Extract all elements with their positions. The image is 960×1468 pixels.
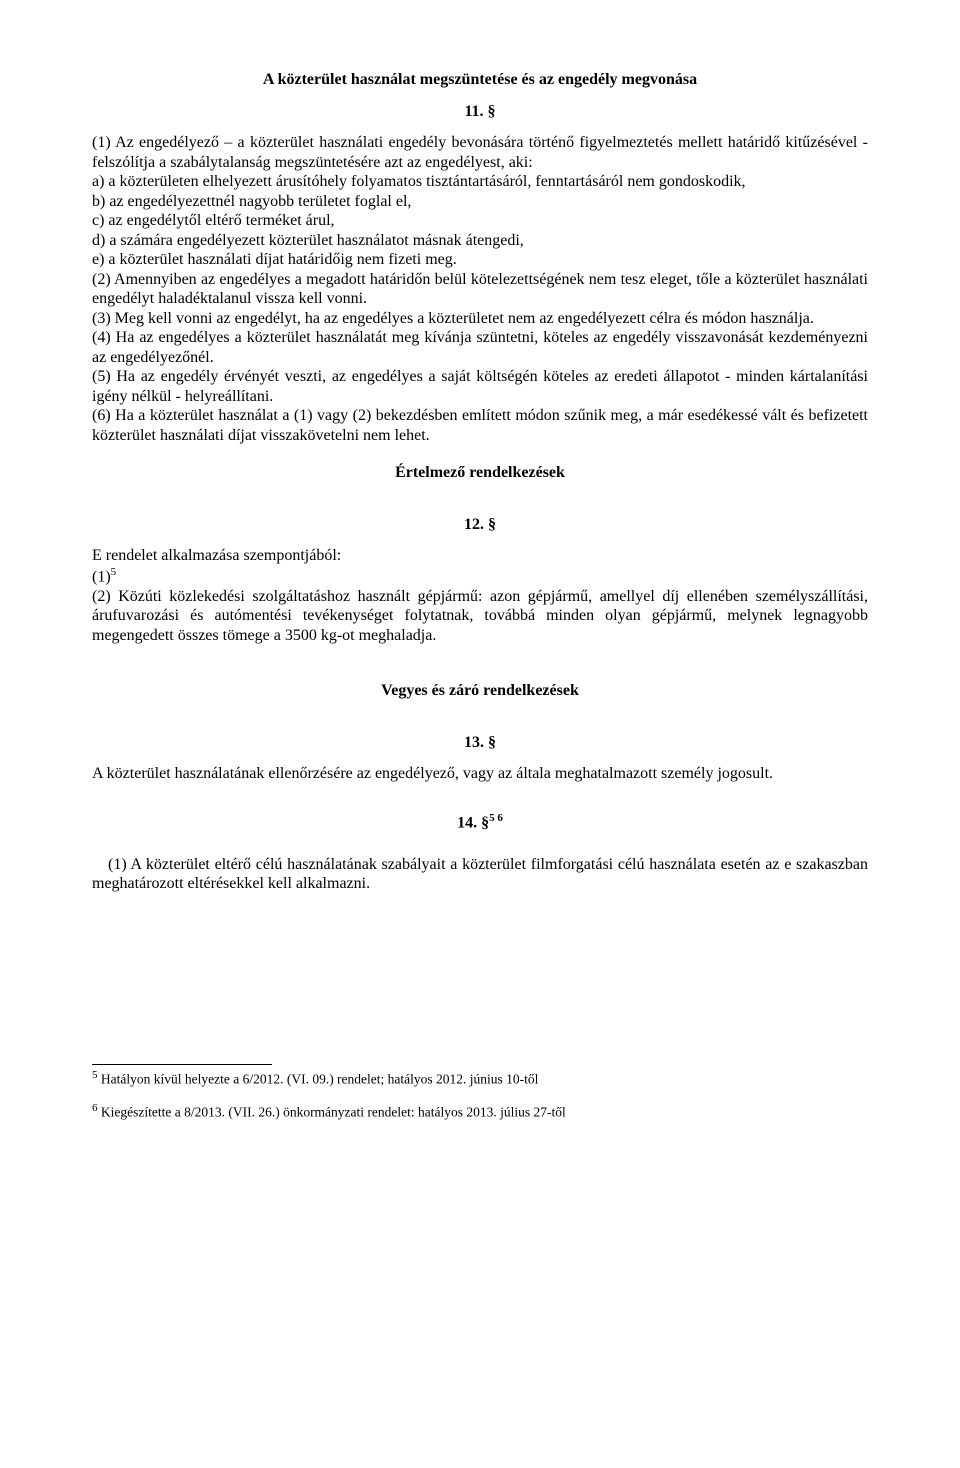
footnote-ref-5: 5 <box>111 566 117 578</box>
heading-section-b: Értelmező rendelkezések <box>92 463 868 483</box>
heading-section-a: A közterület használat megszüntetése és … <box>92 70 868 90</box>
footnotes: 5 Hatályon kívül helyezte a 6/2012. (VI.… <box>92 1064 868 1121</box>
para-12-intro: E rendelet alkalmazása szempontjából: <box>92 546 868 566</box>
para-12-1: (1)5 <box>92 566 868 587</box>
footnote-5-text: Hatályon kívül helyezte a 6/2012. (VI. 0… <box>98 1071 539 1086</box>
footnote-ref-5-6: 5 6 <box>489 812 503 824</box>
para-11-d: d) a számára engedélyezett közterület ha… <box>92 231 868 251</box>
para-12-1-text: (1) <box>92 568 111 585</box>
section-num-14-text: 14. § <box>457 814 489 831</box>
para-11-4: (4) Ha az engedélyes a közterület haszná… <box>92 328 868 367</box>
para-11-e: e) a közterület használati díjat határid… <box>92 250 868 270</box>
para-13-1: A közterület használatának ellenőrzésére… <box>92 764 868 784</box>
para-11-6: (6) Ha a közterület használat a (1) vagy… <box>92 406 868 445</box>
para-11-2: (2) Amennyiben az engedélyes a megadott … <box>92 270 868 309</box>
para-14-1: (1) A közterület eltérő célú használatán… <box>92 855 868 894</box>
heading-section-c: Vegyes és záró rendelkezések <box>92 681 868 701</box>
footnote-6: 6 Kiegészítette a 8/2013. (VII. 26.) önk… <box>92 1102 868 1121</box>
para-11-a: a) a közterületen elhelyezett árusítóhel… <box>92 172 868 192</box>
para-11-5: (5) Ha az engedély érvényét veszti, az e… <box>92 367 868 406</box>
footnote-6-text: Kiegészítette a 8/2013. (VII. 26.) önkor… <box>98 1104 566 1119</box>
para-11-3: (3) Meg kell vonni az engedélyt, ha az e… <box>92 309 868 329</box>
para-11-b: b) az engedélyezettnél nagyobb területet… <box>92 192 868 212</box>
para-11-1: (1) Az engedélyező – a közterület haszná… <box>92 133 868 172</box>
section-num-14: 14. §5 6 <box>92 812 868 833</box>
para-12-2: (2) Közúti közlekedési szolgáltatáshoz h… <box>92 587 868 646</box>
section-num-12: 12. § <box>92 515 868 535</box>
footnote-rule <box>92 1064 272 1065</box>
section-num-13: 13. § <box>92 733 868 753</box>
footnote-5: 5 Hatályon kívül helyezte a 6/2012. (VI.… <box>92 1069 868 1088</box>
para-11-c: c) az engedélytől eltérő terméket árul, <box>92 211 868 231</box>
section-num-11: 11. § <box>92 102 868 122</box>
